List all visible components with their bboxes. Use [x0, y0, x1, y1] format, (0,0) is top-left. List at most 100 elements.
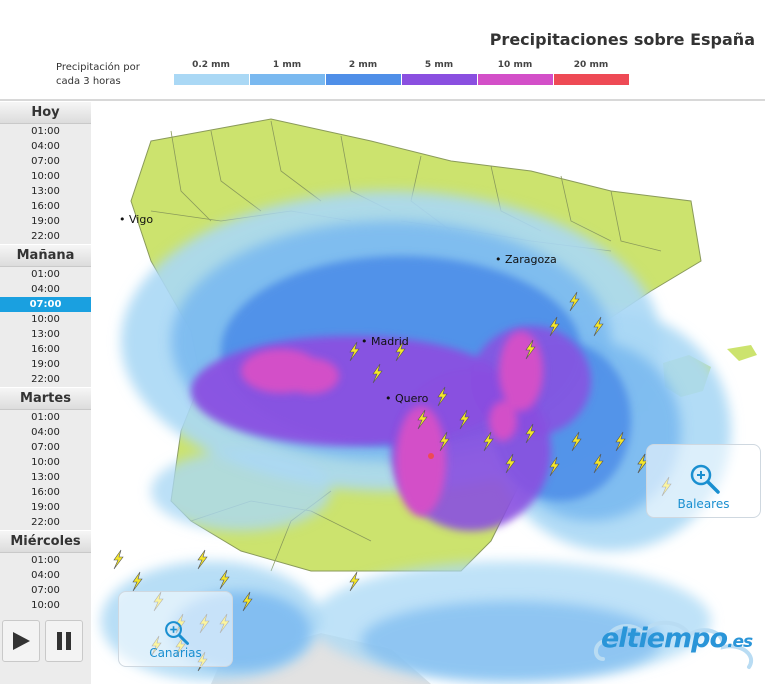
time-slot[interactable]: 07:00 — [31, 442, 60, 453]
time-slot[interactable]: 13:00 — [31, 329, 60, 340]
header-divider — [0, 99, 765, 101]
legend-item: 10 mm — [477, 60, 553, 85]
time-slot[interactable]: 04:00 — [31, 141, 60, 152]
legend-color-swatch — [401, 74, 477, 85]
legend-label: Precipitación por cada 3 horas — [56, 62, 140, 87]
time-slot[interactable]: 16:00 — [31, 201, 60, 212]
legend-color-swatch — [325, 74, 401, 85]
legend-item-label: 0.2 mm — [192, 60, 230, 70]
precipitation-legend: 0.2 mm 1 mm 2 mm 5 mm 10 mm 20 mm — [173, 60, 629, 85]
lightning-icon — [197, 549, 208, 570]
legend-color-swatch — [477, 74, 553, 85]
lightning-icon — [395, 341, 406, 362]
day-header: Hoy — [0, 101, 91, 124]
legend-item: 5 mm — [401, 60, 477, 85]
city-label: Quero — [395, 392, 429, 405]
time-slot[interactable]: 22:00 — [31, 231, 60, 242]
canarias-zoom-button[interactable]: Canarias — [118, 591, 233, 667]
city-label: Vigo — [129, 213, 154, 226]
playback-controls — [0, 620, 93, 668]
canarias-label: Canarias — [149, 646, 202, 660]
time-slot[interactable]: 13:00 — [31, 472, 60, 483]
eltiempo-logo[interactable]: eltiempo.es — [591, 611, 763, 677]
time-slot[interactable]: 19:00 — [31, 502, 60, 513]
city-quero: • Quero — [385, 392, 429, 405]
lightning-icon — [637, 453, 648, 474]
legend-item-label: 10 mm — [497, 60, 533, 70]
time-slot[interactable]: 04:00 — [31, 570, 60, 581]
lightning-icon — [593, 316, 604, 337]
baleares-zoom-button[interactable]: Baleares — [646, 444, 761, 518]
legend-item: 0.2 mm — [173, 60, 249, 85]
legend-item: 1 mm — [249, 60, 325, 85]
logo-suffix: .es — [727, 632, 753, 652]
time-slot[interactable]: 01:00 — [31, 126, 60, 137]
lightning-icon — [505, 453, 516, 474]
city-zaragoza: • Zaragoza — [495, 253, 557, 266]
precip-layer-10mm — [241, 331, 543, 516]
lightning-icon — [483, 431, 494, 452]
time-slot[interactable]: 10:00 — [31, 314, 60, 325]
logo-word: eltiempo — [601, 623, 728, 654]
day-header: Miércoles — [0, 530, 91, 553]
time-slot[interactable]: 19:00 — [31, 216, 60, 227]
city-label: Zaragoza — [505, 253, 557, 266]
legend-item: 2 mm — [325, 60, 401, 85]
zoom-icon — [164, 621, 189, 645]
play-button[interactable] — [2, 620, 40, 662]
legend-color-swatch — [553, 74, 629, 85]
time-slot[interactable]: 19:00 — [31, 359, 60, 370]
legend-item-label: 2 mm — [348, 60, 378, 70]
legend-item-label: 5 mm — [424, 60, 454, 70]
lightning-icon — [615, 431, 626, 452]
time-slot[interactable]: 10:00 — [31, 600, 60, 611]
time-slot[interactable]: 10:00 — [31, 171, 60, 182]
lightning-icon — [242, 591, 253, 612]
time-slot[interactable]: 13:00 — [31, 186, 60, 197]
time-slot[interactable]: 16:00 — [31, 487, 60, 498]
day-header: Mañana — [0, 244, 91, 267]
lightning-icon — [372, 363, 383, 384]
time-slot[interactable]: 04:00 — [31, 284, 60, 295]
legend-color-swatch — [249, 74, 325, 85]
pause-icon — [57, 632, 71, 650]
time-slot[interactable]: 22:00 — [31, 374, 60, 385]
time-slot[interactable]: 07:00 — [31, 585, 60, 596]
precip-layer-20mm — [428, 453, 434, 459]
time-slot[interactable]: 10:00 — [31, 457, 60, 468]
time-slot[interactable]: 01:00 — [31, 269, 60, 280]
time-slot[interactable]: 22:00 — [31, 517, 60, 528]
lightning-icon — [459, 409, 470, 430]
lightning-icon — [439, 431, 450, 452]
play-icon — [13, 632, 30, 650]
lightning-icon — [549, 316, 560, 337]
time-slot[interactable]: 07:00 — [31, 156, 60, 167]
lightning-icon — [417, 409, 428, 430]
logo-text: eltiempo.es — [601, 623, 753, 654]
time-slot[interactable]: 01:00 — [31, 555, 60, 566]
lightning-icon — [525, 423, 536, 444]
time-slot[interactable]: 01:00 — [31, 412, 60, 423]
lightning-icon — [569, 291, 580, 312]
city-madrid: • Madrid — [361, 335, 409, 348]
lightning-icon — [525, 339, 536, 360]
pause-button[interactable] — [45, 620, 83, 662]
city-vigo: • Vigo — [119, 213, 154, 226]
lightning-icon — [571, 431, 582, 452]
legend-color-swatch — [173, 74, 249, 85]
legend-item: 20 mm — [553, 60, 629, 85]
day-header: Martes — [0, 387, 91, 410]
land-menorca — [727, 345, 757, 361]
time-slot[interactable]: 04:00 — [31, 427, 60, 438]
city-label: Madrid — [371, 335, 409, 348]
page-title: Precipitaciones sobre España — [489, 30, 755, 49]
lightning-icon — [437, 386, 448, 407]
precipitation-map[interactable]: • Vigo • Zaragoza • Madrid • Quero Balea… — [91, 101, 765, 684]
time-slot[interactable]: 07:00 — [0, 297, 97, 312]
lightning-icon — [219, 569, 230, 590]
legend-item-label: 20 mm — [573, 60, 609, 70]
cloud-icon — [594, 620, 753, 669]
legend-item-label: 1 mm — [272, 60, 302, 70]
time-slot[interactable]: 16:00 — [31, 344, 60, 355]
lightning-icon — [113, 549, 124, 570]
